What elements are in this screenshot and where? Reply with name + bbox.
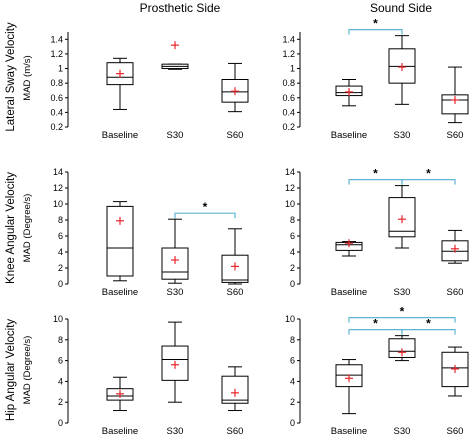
x-category-label: Baseline xyxy=(331,426,367,437)
y-tick-label: 0.8 xyxy=(50,78,63,88)
y-axis-label-hip: MAD (Degree/s) xyxy=(22,336,33,405)
y-tick-label: 0 xyxy=(290,418,295,428)
y-tick-label: 0.2 xyxy=(282,122,295,132)
y-tick-label: 0.2 xyxy=(50,122,63,132)
x-category-label: Baseline xyxy=(102,130,138,141)
row-label-lateral-sway: Lateral Sway Velocity xyxy=(5,22,17,132)
significance-star: * xyxy=(426,167,431,181)
x-category-label: S30 xyxy=(394,130,411,141)
y-tick-label: 8 xyxy=(290,215,295,225)
y-tick-label: 0.4 xyxy=(282,107,295,117)
y-tick-label: 4 xyxy=(290,247,295,257)
x-category-label: S30 xyxy=(167,426,184,437)
box-iqr xyxy=(388,338,416,358)
x-category-label: S60 xyxy=(447,130,464,141)
y-tick-label: 8 xyxy=(58,335,63,345)
y-tick-label: 14 xyxy=(53,167,63,177)
y-tick-label: 6 xyxy=(58,356,63,366)
x-category-label: S30 xyxy=(167,287,184,298)
x-category-label: S60 xyxy=(227,426,244,437)
significance-star: * xyxy=(373,317,378,331)
x-category-label: S30 xyxy=(394,426,411,437)
y-tick-label: 1 xyxy=(290,64,295,74)
y-tick-label: 12 xyxy=(285,183,295,193)
x-category-label: S30 xyxy=(167,130,184,141)
y-tick-label: 1 xyxy=(58,64,63,74)
panel-5: 0 2 4 6 8 10 Baseline S30 S60 xyxy=(53,314,249,437)
x-category-label: S60 xyxy=(447,426,464,437)
significance-bracket xyxy=(174,212,236,219)
y-tick-label: 2 xyxy=(58,263,63,273)
y-tick-label: 6 xyxy=(290,356,295,366)
y-tick-label: 0.4 xyxy=(50,107,63,117)
significance-star: * xyxy=(400,305,405,319)
significance-bracket xyxy=(348,29,403,35)
y-tick-label: 10 xyxy=(53,199,63,209)
column-title-prosthetic: Prosthetic Side xyxy=(140,1,221,15)
y-tick-label: 4 xyxy=(58,247,63,257)
y-tick-label: 0 xyxy=(58,418,63,428)
panel-6: 0 2 4 6 8 10 Baseline S30 S60 * * * xyxy=(285,305,469,437)
y-tick-label: 8 xyxy=(290,335,295,345)
y-tick-label: 1.4 xyxy=(282,34,295,44)
significance-star: * xyxy=(203,200,208,214)
y-tick-label: 8 xyxy=(58,215,63,225)
y-tick-label: 0 xyxy=(58,279,63,289)
y-tick-label: 0.6 xyxy=(282,93,295,103)
panel-1: 0.2 0.4 0.6 0.8 1 1.2 1.4 Baseline S30 S60 xyxy=(50,32,249,141)
y-tick-label: 1.4 xyxy=(50,34,63,44)
significance-star: * xyxy=(373,167,378,181)
y-tick-label: 2 xyxy=(290,397,295,407)
y-tick-label: 10 xyxy=(53,314,63,324)
y-axis-label-knee: MAD (Degree/s) xyxy=(22,194,33,263)
significance-bracket xyxy=(348,317,456,323)
y-tick-label: 1.2 xyxy=(282,49,295,59)
x-category-label: Baseline xyxy=(102,426,138,437)
x-category-label: S60 xyxy=(227,287,244,298)
y-tick-label: 0.8 xyxy=(282,78,295,88)
y-tick-label: 4 xyxy=(290,376,295,386)
column-title-sound: Sound Side xyxy=(370,1,432,15)
significance-star: * xyxy=(373,17,378,31)
significance-bracket xyxy=(401,179,456,185)
y-tick-label: 6 xyxy=(58,231,63,241)
significance-bracket xyxy=(401,329,456,335)
y-tick-label: 1.2 xyxy=(50,49,63,59)
x-category-label: Baseline xyxy=(331,287,367,298)
x-category-label: S60 xyxy=(227,130,244,141)
row-label-knee: Knee Angular Velocity xyxy=(5,172,17,284)
y-axis-label-lateral-sway: MAD (m/s) xyxy=(22,55,33,100)
row-label-hip: Hip Angular Velocity xyxy=(5,319,17,422)
y-tick-label: 4 xyxy=(58,376,63,386)
x-category-label: S30 xyxy=(394,287,411,298)
y-tick-label: 2 xyxy=(290,263,295,273)
panel-4: 0 2 4 6 8 10 12 14 Baseline S30 S60 * * xyxy=(285,167,469,298)
y-tick-label: 2 xyxy=(58,397,63,407)
y-tick-label: 6 xyxy=(290,231,295,241)
y-tick-label: 10 xyxy=(285,314,295,324)
significance-star: * xyxy=(426,317,431,331)
panel-3: 0 2 4 6 8 10 12 14 Baseline S30 S60 * xyxy=(53,167,249,298)
x-category-label: Baseline xyxy=(331,130,367,141)
panel-2: 0.2 0.4 0.6 0.8 1 1.2 1.4 Baseline S30 S60 * xyxy=(282,17,469,141)
x-category-label: S60 xyxy=(447,287,464,298)
y-tick-label: 0 xyxy=(290,279,295,289)
y-tick-label: 12 xyxy=(53,183,63,193)
y-tick-label: 14 xyxy=(285,167,295,177)
x-category-label: Baseline xyxy=(102,287,138,298)
y-tick-label: 10 xyxy=(285,199,295,209)
y-tick-label: 0.6 xyxy=(50,93,63,103)
